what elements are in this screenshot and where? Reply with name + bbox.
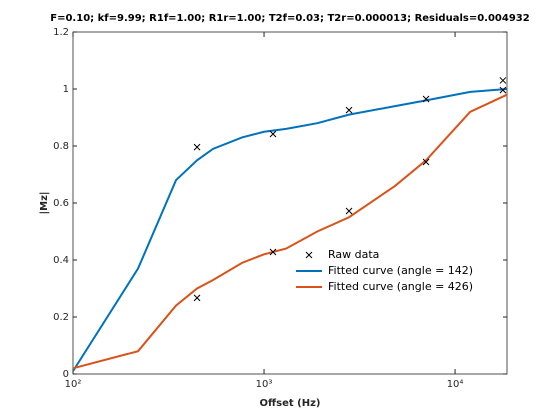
legend-label: Fitted curve (angle = 142) <box>328 264 473 277</box>
y-axis-label: |Mz| <box>39 191 50 214</box>
y-tick-label: 0.6 <box>53 198 69 209</box>
legend-label: Raw data <box>328 248 379 261</box>
raw-data-point <box>269 130 277 138</box>
raw-data-point <box>269 248 277 256</box>
chart-title: F=0.10; kf=9.99; R1f=1.00; R1r=1.00; T2f… <box>50 13 529 24</box>
y-tick-label: 0.2 <box>53 312 69 323</box>
x-axis-label: Offset (Hz) <box>260 398 321 409</box>
raw-data-point <box>345 207 353 215</box>
y-tick-label: 0 <box>63 369 69 380</box>
x-tick-label: 10² <box>65 379 82 390</box>
y-tick-label: 1 <box>63 84 69 95</box>
raw-data-point <box>422 95 430 103</box>
x-tick-label: 10³ <box>256 379 273 390</box>
y-tick-label: 1.2 <box>53 27 69 38</box>
raw-data-point <box>499 77 507 84</box>
legend-label: Fitted curve (angle = 426) <box>328 280 473 293</box>
raw-data-point <box>345 106 353 114</box>
raw-data-point <box>193 143 201 151</box>
plot-area <box>72 31 508 375</box>
x-tick-label: 10⁴ <box>447 379 464 390</box>
y-tick-label: 0.4 <box>53 255 69 266</box>
y-tick-label: 0.8 <box>53 141 69 152</box>
fitted-curve <box>72 93 508 370</box>
fitted-curve <box>72 88 508 372</box>
raw-data-point <box>422 158 430 166</box>
raw-data-point <box>193 294 201 302</box>
legend-marker <box>305 251 313 259</box>
raw-data-point <box>499 86 507 94</box>
